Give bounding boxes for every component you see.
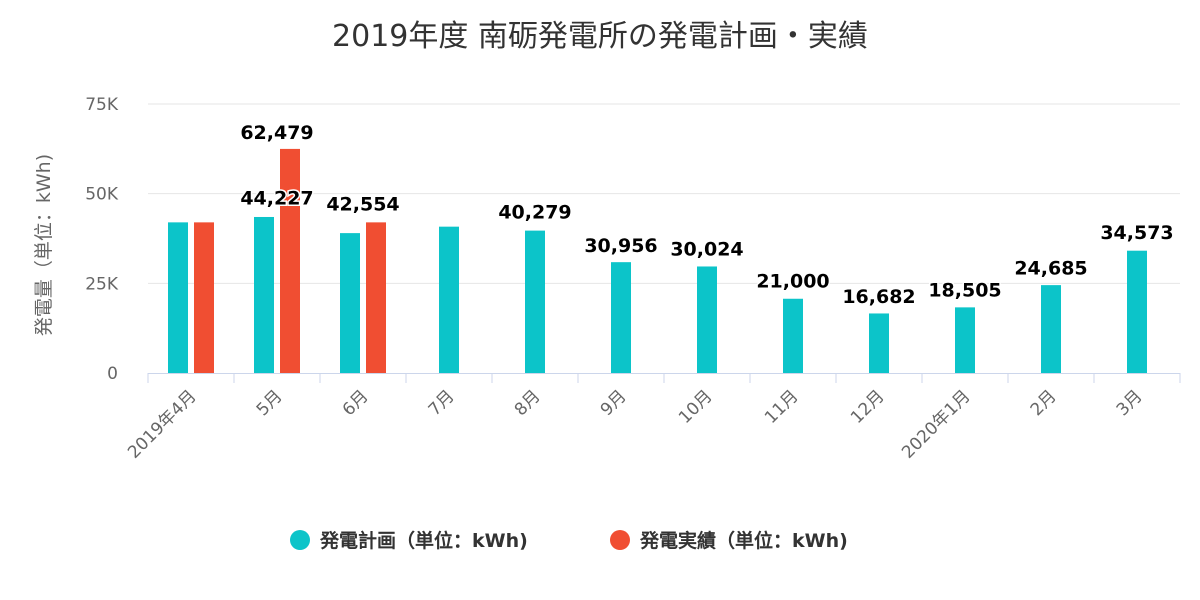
x-axis [147,373,1181,383]
y-tick-label: 50K [85,185,119,205]
legend-item[interactable]: 発電実績（単位：kWh) [610,529,848,552]
bars [168,148,1147,373]
x-tick-label: 9月 [597,386,631,420]
legend-label: 発電計画（単位：kWh) [319,529,528,552]
legend-label: 発電実績（単位：kWh) [639,529,848,552]
data-labels: 44,227 62,479 42,554 40,279 30,956 30,024 21,0… [239,120,1175,309]
bar-plan[interactable] [525,230,545,373]
bar-plan[interactable] [1127,250,1147,373]
legend-marker [610,530,630,550]
bar-plan[interactable] [439,226,459,373]
bar-plan[interactable] [254,216,274,373]
bar-plan[interactable] [955,307,975,373]
x-tick-label: 7月 [425,386,459,420]
y-tick-label: 25K [85,274,119,294]
bar-actual[interactable] [280,148,300,373]
bar-plan[interactable] [783,298,803,373]
y-tick-label: 0 [107,364,118,384]
bar-plan[interactable] [697,266,717,373]
data-label: 30,956 [584,235,657,257]
x-tick-label: 2019年4月 [124,386,200,462]
data-label: 62,479 [240,122,313,144]
bar-plan[interactable] [869,313,889,373]
bar-actual[interactable] [194,222,214,373]
data-label: 16,682 [842,286,915,308]
x-tick-label: 2月 [1027,386,1061,420]
legend-item[interactable]: 発電計画（単位：kWh) [290,529,528,552]
gridlines [148,103,1180,284]
y-axis-label: 発電量（単位：kWh) [33,154,55,336]
data-label: 42,554 [326,193,399,215]
y-tick-label: 75K [85,95,119,115]
data-label: 34,573 [1100,222,1173,244]
bar-plan[interactable] [611,262,631,373]
data-label: 44,227 [240,187,313,209]
x-tick-label: 3月 [1113,386,1147,420]
bar-actual[interactable] [366,222,386,373]
bar-plan[interactable] [168,222,188,373]
x-axis-ticks: 2019年4月 5月 6月 7月 8月 9月 10月 11月 12月 2020年1月 2月 3月 [124,386,1146,462]
x-tick-label: 8月 [511,386,545,420]
x-tick-label: 2020年1月 [898,386,974,462]
bar-plan[interactable] [340,233,360,373]
x-tick-label: 11月 [761,386,802,427]
data-label: 24,685 [1014,257,1087,279]
x-tick-label: 6月 [339,386,373,420]
x-tick-label: 10月 [675,386,716,427]
y-axis-ticks: 0 25K 50K 75K [85,95,119,384]
data-label: 40,279 [498,202,571,224]
x-tick-label: 12月 [847,386,888,427]
data-label: 21,000 [756,271,829,293]
x-tick-label: 5月 [253,386,287,420]
legend[interactable]: 発電計画（単位：kWh) 発電実績（単位：kWh) [290,529,848,552]
chart-title: 2019年度 南砺発電所の発電計画・実績 [332,19,868,54]
data-label: 30,024 [670,238,743,260]
data-label: 18,505 [928,280,1001,302]
legend-marker [290,530,310,550]
bar-plan[interactable] [1041,285,1061,373]
